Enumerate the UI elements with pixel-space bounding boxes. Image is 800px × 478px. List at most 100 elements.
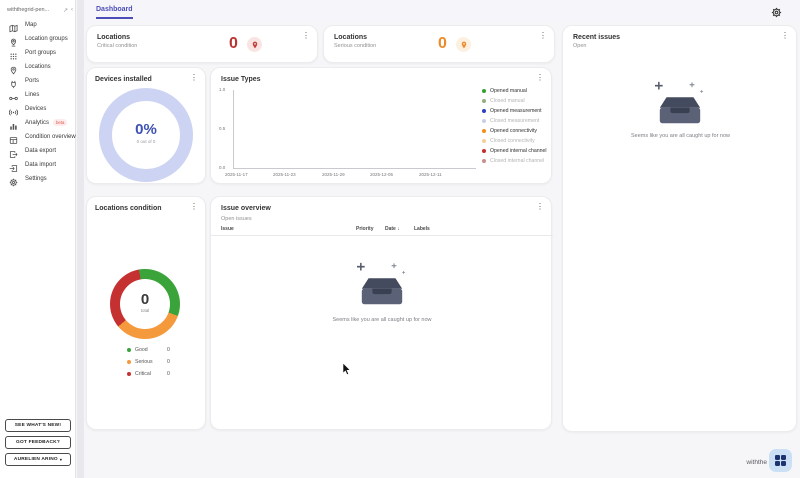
settings-gear-icon[interactable] — [771, 5, 782, 18]
donut-center-label: total — [140, 308, 150, 313]
signal-icon — [8, 104, 19, 116]
sidebar-item-ports[interactable]: Ports — [0, 74, 76, 89]
sidebar-item-location-groups[interactable]: Location groups — [0, 32, 76, 47]
sidebar-item-analytics[interactable]: Analytics beta — [0, 116, 76, 130]
empty-inbox-illustration — [651, 78, 709, 133]
legend-dot — [482, 109, 486, 113]
column-header-priority[interactable]: Priority — [356, 226, 374, 232]
card-issue-types: Issue Types ⋮ 1.0 0.5 0.0 2025-11-17 202… — [210, 67, 552, 184]
sidebar-item-data-export[interactable]: Data export — [0, 144, 76, 158]
card-title: Devices installed — [95, 76, 152, 83]
column-header-issue[interactable]: Issue — [221, 226, 234, 232]
legend-item[interactable]: Closed connectivity — [482, 138, 535, 144]
legend-dot — [127, 360, 131, 364]
kebab-menu-icon[interactable]: ⋮ — [302, 31, 310, 40]
x-tick: 2025-12-05 — [370, 172, 394, 177]
card-locations-critical: Locations Critical condition 0 ⋮ — [86, 25, 318, 63]
pin-icon — [252, 41, 257, 48]
map-icon — [9, 20, 18, 33]
card-title: Locations — [97, 34, 131, 41]
y-axis — [233, 90, 234, 168]
feedback-button[interactable]: GOT FEEDBACK? — [5, 436, 71, 449]
legend-item[interactable]: Opened manual — [482, 88, 527, 94]
sidebar-item-devices[interactable]: Devices — [0, 102, 76, 116]
card-subtitle: Serious condition — [334, 43, 377, 49]
card-title: Recent issues — [573, 34, 621, 41]
legend-item[interactable]: Closed measurement — [482, 118, 539, 124]
legend-item-critical[interactable]: Critical 0 — [127, 371, 170, 377]
legend-item[interactable]: Opened measurement — [482, 108, 542, 114]
sidebar-item-port-groups[interactable]: Port groups — [0, 46, 76, 60]
location-pin-badge — [456, 37, 471, 52]
topbar: Dashboard — [84, 0, 800, 22]
devices-detail: 0 out of 0 — [136, 139, 156, 144]
legend-item[interactable]: Closed internal channel — [482, 158, 544, 164]
bar-chart-icon — [9, 118, 18, 130]
caret-down-icon: ▾ — [59, 457, 63, 462]
grid-logo-icon — [775, 455, 786, 466]
sidebar-item-condition-overview[interactable]: Condition overview — [0, 130, 76, 144]
legend-dot — [482, 149, 486, 153]
tab-dashboard[interactable]: Dashboard — [96, 6, 133, 19]
devices-percent: 0% — [135, 121, 157, 138]
card-recent-issues: Recent issues Open ⋮ Seems like you are … — [562, 25, 797, 432]
workspace-name: withthegrid-pen... — [7, 7, 50, 13]
column-header-date[interactable]: Date ↓ — [385, 226, 400, 232]
empty-state-text: Seems like you are all caught up for now — [630, 133, 731, 139]
sidebar-item-settings[interactable]: Settings — [0, 172, 76, 187]
external-link-icon[interactable]: ↗ — [62, 7, 68, 14]
location-pin-badge — [247, 37, 262, 52]
legend-dot — [482, 99, 486, 103]
sidebar-item-data-import[interactable]: Data import — [0, 158, 76, 172]
legend-dot — [482, 159, 486, 163]
kebab-menu-icon[interactable]: ⋮ — [536, 202, 544, 211]
export-icon — [9, 146, 18, 158]
sidebar-item-locations[interactable]: Locations — [0, 60, 76, 75]
legend-dot — [482, 119, 486, 123]
collapse-sidebar-icon[interactable]: ‹ — [71, 7, 73, 13]
y-tick: 1.0 — [219, 87, 226, 92]
brand-logo[interactable] — [769, 449, 792, 472]
kebab-menu-icon[interactable]: ⋮ — [190, 73, 198, 82]
mouse-cursor — [342, 362, 352, 381]
user-menu-button[interactable]: AURELIEN ARINO ▾ — [5, 453, 71, 466]
table-icon — [9, 132, 18, 144]
legend-item-good[interactable]: Good 0 — [127, 347, 170, 353]
location-pin-icon — [9, 62, 18, 75]
sidebar-item-map[interactable]: Map — [0, 18, 76, 33]
empty-state-text: Seems like you are all caught up for now — [332, 317, 432, 323]
kebab-menu-icon[interactable]: ⋮ — [539, 31, 547, 40]
x-axis — [233, 168, 476, 169]
location-groups-icon — [9, 34, 18, 47]
y-tick: 0.0 — [219, 165, 226, 170]
gear-icon — [9, 174, 18, 187]
legend-dot — [482, 89, 486, 93]
sidebar-scrollbar[interactable] — [77, 0, 84, 478]
brand-text: withthe — [746, 459, 767, 466]
plug-icon — [9, 76, 18, 89]
workspace-header[interactable]: withthegrid-pen... ↗ ‹ — [7, 4, 73, 16]
kebab-menu-icon[interactable]: ⋮ — [781, 31, 789, 40]
kebab-menu-icon[interactable]: ⋮ — [190, 202, 198, 211]
empty-inbox-illustration — [353, 259, 411, 314]
legend-item[interactable]: Opened internal channel — [482, 148, 547, 154]
legend-dot — [482, 139, 486, 143]
whats-new-button[interactable]: SEE WHAT'S NEW! — [5, 419, 71, 432]
x-tick: 2025-12-11 — [419, 172, 442, 177]
serious-count: 0 — [438, 35, 447, 52]
card-locations-condition: Locations condition ⋮ 0 total Good 0 Ser… — [86, 196, 206, 430]
card-subtitle: Critical condition — [97, 43, 138, 49]
beta-badge: beta — [53, 119, 68, 126]
kebab-menu-icon[interactable]: ⋮ — [536, 73, 544, 82]
y-tick: 0.5 — [219, 126, 226, 131]
sidebar: withthegrid-pen... ↗ ‹ Map Location grou… — [0, 0, 76, 478]
legend-item[interactable]: Closed manual — [482, 98, 525, 104]
critical-count: 0 — [229, 35, 238, 52]
import-icon — [9, 160, 18, 172]
legend-item[interactable]: Opened connectivity — [482, 128, 537, 134]
sidebar-item-lines[interactable]: Lines — [0, 88, 76, 101]
legend-item-serious[interactable]: Serious 0 — [127, 359, 170, 365]
x-tick: 2025-11-23 — [273, 172, 296, 177]
column-header-labels[interactable]: Labels — [414, 226, 430, 232]
x-tick: 2025-11-29 — [322, 172, 345, 177]
